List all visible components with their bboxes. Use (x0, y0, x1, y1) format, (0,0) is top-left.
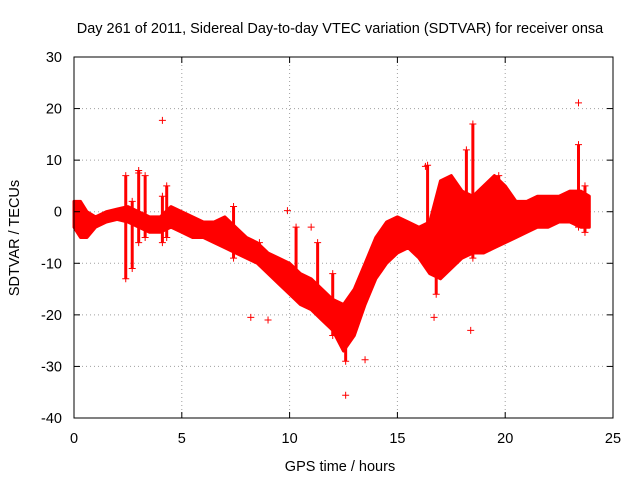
spike-end-mark (292, 223, 300, 231)
spike-end-mark (122, 172, 130, 180)
spike-end-mark (230, 254, 238, 262)
spike-end-mark (469, 254, 477, 262)
outlier-point (430, 313, 438, 321)
spike-end-mark (329, 270, 337, 278)
spike-end-mark (128, 264, 136, 272)
x-tick-label: 15 (389, 431, 405, 447)
spike-end-mark (122, 275, 130, 283)
spike-end-mark (342, 321, 350, 329)
x-tick-label: 0 (70, 431, 78, 447)
spike-end-mark (230, 203, 238, 211)
chart-title: Day 261 of 2011, Sidereal Day-to-day VTE… (77, 21, 604, 37)
spike-end-mark (495, 239, 503, 247)
y-tick-label: 20 (46, 102, 62, 118)
outlier-point (247, 313, 255, 321)
spike-end-mark (141, 234, 149, 241)
x-axis-label: GPS time / hours (285, 459, 395, 475)
spike-end-mark (163, 234, 171, 241)
spike-end-mark (314, 239, 322, 247)
outlier-point (421, 162, 429, 170)
spike-end-mark (581, 228, 589, 236)
x-tick-label: 10 (282, 431, 298, 447)
spike-end-mark (575, 223, 583, 231)
y-tick-label: 10 (46, 153, 62, 169)
y-tick-label: -20 (41, 308, 62, 324)
spike-end-mark (495, 172, 503, 180)
axis-ticks: 0 5 10 15 20 25 -40 -30 -20 -10 0 10 20 30 (41, 50, 621, 447)
outlier-point (342, 391, 350, 399)
spike-end-mark (486, 244, 494, 252)
outlier-point (158, 116, 166, 124)
spike-end-mark (581, 182, 589, 190)
spike-end-mark (432, 290, 440, 298)
y-tick-label: -30 (41, 359, 62, 375)
y-tick-label: -40 (41, 411, 62, 427)
spike-end-mark (158, 192, 166, 200)
spike-end-mark (445, 203, 453, 211)
outlier-point (361, 356, 369, 364)
spike-end-mark (462, 146, 470, 154)
y-tick-label: 30 (46, 50, 62, 66)
spike-end-mark (342, 357, 350, 365)
spike-end-mark (158, 239, 166, 247)
spike-end-mark (255, 259, 263, 267)
spike-end-mark (445, 244, 453, 252)
spike-end-mark (486, 182, 494, 190)
plot-frame (73, 56, 614, 419)
spike-end-mark (163, 182, 171, 190)
outlier-points (135, 99, 583, 399)
spike-end-mark (314, 301, 322, 309)
spike-end-mark (424, 244, 432, 252)
spike-end-mark (292, 285, 300, 293)
spike-end-mark (432, 234, 440, 241)
y-tick-label: -10 (41, 256, 62, 272)
outlier-point (135, 169, 143, 177)
x-tick-label: 25 (605, 431, 621, 447)
spike-end-mark (329, 331, 337, 339)
spike-end-mark (141, 172, 149, 180)
data-spikes (122, 120, 589, 365)
spike-end-mark (128, 197, 136, 205)
grid-lines (74, 57, 613, 418)
outlier-point (283, 207, 291, 215)
y-axis-label: SDTVAR / TECUs (7, 180, 23, 296)
outlier-point (264, 316, 272, 324)
y-tick-label: 0 (54, 205, 62, 221)
outlier-point (575, 99, 583, 107)
spike-end-mark (462, 234, 470, 241)
outlier-point (467, 326, 475, 334)
spike-end-mark (469, 120, 477, 128)
outlier-point (307, 223, 315, 231)
x-tick-label: 5 (178, 431, 186, 447)
spike-end-mark (575, 141, 583, 149)
spike-end-mark (135, 239, 143, 247)
spike-end-mark (255, 239, 263, 247)
x-tick-label: 20 (497, 431, 513, 447)
